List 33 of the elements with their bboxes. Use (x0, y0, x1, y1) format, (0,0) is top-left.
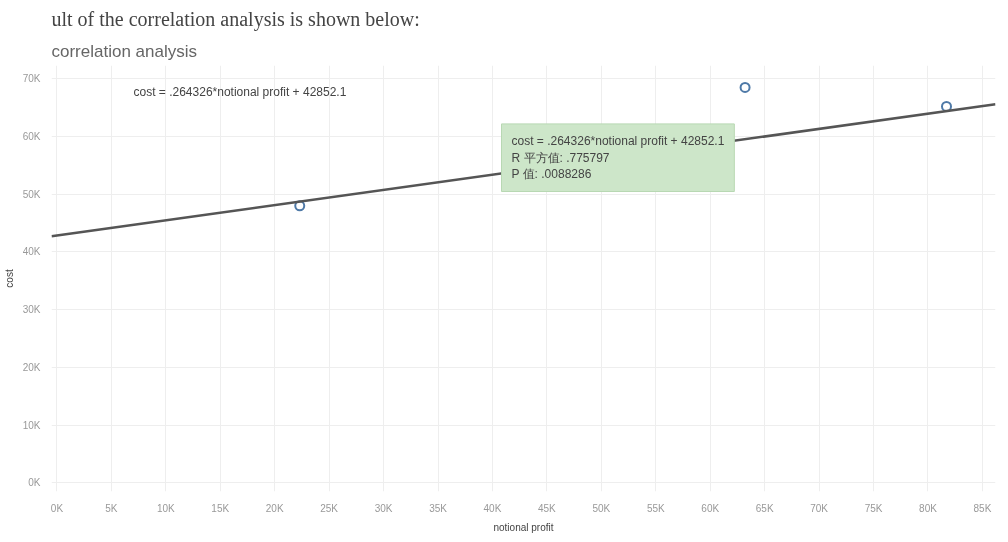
y-axis-title: cost (3, 269, 15, 288)
point (739, 81, 751, 93)
x-tick-label: 50K (592, 502, 611, 514)
x-tick-label: 45K (538, 502, 557, 514)
x-tick-label: 55K (646, 502, 666, 514)
x-tick-label: 60K (701, 502, 720, 514)
x-tick-label: 0K (50, 502, 64, 514)
annotation: cost = .264326*notional profit + 42852.1 (133, 84, 347, 99)
chart-title: correlation analysis (51, 41, 198, 61)
x-tick-label: 15K (211, 502, 230, 514)
x-tick-label: 5K (105, 502, 118, 514)
x-tick-label: 40K (483, 502, 502, 514)
x-axis-title: notional profit (493, 521, 554, 533)
x-tick-label: 70K (810, 502, 829, 514)
x-tick-label: 20K (265, 502, 284, 514)
y-tick-label: 40K (22, 246, 41, 258)
y-tick-label: 20K (22, 361, 41, 373)
x-tick-label: 80K (919, 502, 938, 514)
y-tick-label: 60K (22, 131, 41, 142)
y-tick-label: 0K (28, 477, 41, 489)
x-tick-label: 85K (973, 502, 992, 514)
x-tick-label: 35K (429, 502, 448, 514)
x-tick-label: 30K (374, 502, 393, 514)
x-tick-label: 65K (755, 502, 774, 514)
y-tick-label: 50K (22, 188, 41, 200)
text: ult of the correlation analysis is shown below: (51, 7, 420, 31)
y-tick-label: 30K (22, 304, 41, 316)
y-tick-label: 70K (22, 73, 41, 85)
x-tick-label: 25K (320, 502, 339, 514)
annotation: cost = .264326*notional profit + 42852.1 R 平方值: .775797 P 值: .0088286 (511, 133, 725, 182)
x-tick-label: 10K (156, 502, 176, 514)
x-tick-label: 75K (864, 502, 883, 514)
y-tick-label: 10K (22, 419, 41, 431)
